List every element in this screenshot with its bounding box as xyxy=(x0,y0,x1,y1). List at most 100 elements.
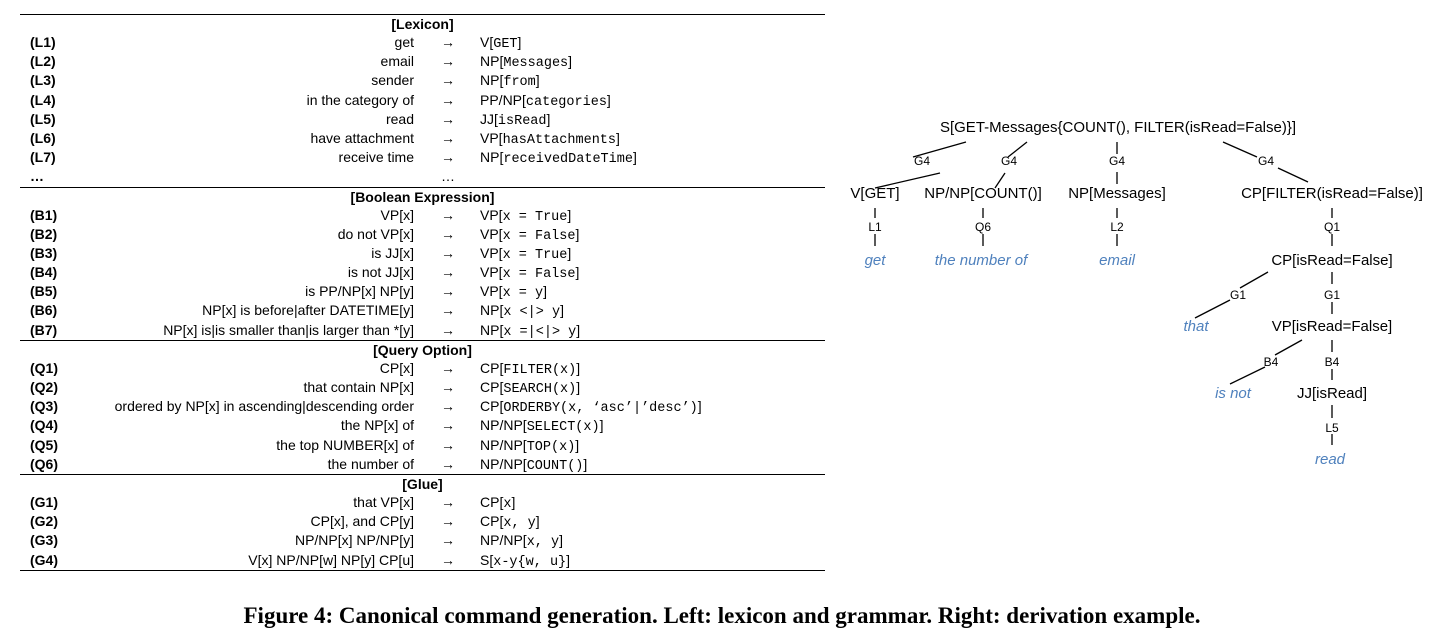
rule-id: (Q1) xyxy=(30,359,58,376)
grammar-row: (B1) VP[x] → VP[x = True] xyxy=(20,206,825,225)
node-np-messages: NP[Messages] xyxy=(1068,185,1166,202)
rule-lhs: receive time xyxy=(338,149,414,166)
rule-arrow: → xyxy=(441,436,455,453)
rule-lhs: do not VP[x] xyxy=(337,225,414,242)
rule-label-g4: G4 xyxy=(1001,154,1017,168)
section-title: [Glue] xyxy=(20,473,825,493)
rule-rhs: NP[receivedDateTime] xyxy=(480,149,637,168)
rule-lhs: NP/NP[x] NP/NP[y] xyxy=(294,532,414,549)
rule-lhs: VP[x] xyxy=(380,206,414,223)
rule-label-g4: G4 xyxy=(1258,154,1274,168)
rule-rhs: VP[x = False] xyxy=(480,225,580,244)
rule-arrow: → xyxy=(441,379,455,395)
rule-rhs: CP[SEARCH(x)] xyxy=(480,379,581,397)
grammar-row: (L5) read → JJ[isRead] xyxy=(20,110,825,129)
word-is-not: is not xyxy=(1215,385,1252,402)
grammar-row: (L3) sender → NP[from] xyxy=(20,71,825,90)
rule-rhs: JJ[isRead] xyxy=(480,110,551,129)
rule-id: (L7) xyxy=(30,149,56,166)
grammar-row: (Q5) the top NUMBER[x] of → NP/NP[TOP(x)] xyxy=(20,436,825,455)
rule-arrow: → xyxy=(441,417,455,434)
grammar-row: (B6) NP[x] is before|after DATETIME[y] → NP… xyxy=(20,301,825,320)
rule-rhs: CP[x] xyxy=(480,493,516,512)
rule-arrow: → xyxy=(441,72,455,89)
rule-lhs: sender xyxy=(371,72,414,89)
rule-arrow: → xyxy=(441,129,455,146)
grammar-row: (Q1) CP[x] → CP[FILTER(x)] xyxy=(20,359,825,378)
rule-arrow: → xyxy=(441,34,455,50)
rule-lhs: is PP/NP[x] NP[y] xyxy=(305,283,414,300)
node-npnp-count: NP/NP[COUNT()] xyxy=(924,185,1042,202)
rule-lhs: is not JJ[x] xyxy=(347,264,414,281)
word-get: get xyxy=(865,252,887,269)
section-title: [Lexicon] xyxy=(20,14,825,33)
rule-arrow: … xyxy=(441,168,455,185)
rule-arrow: → xyxy=(441,455,455,472)
rule-lhs: V[x] NP/NP[w] NP[y] CP[u] xyxy=(248,551,414,568)
table-bottom-rule xyxy=(20,569,825,571)
node-v-get: V[GET] xyxy=(850,185,899,202)
rule-id: (B4) xyxy=(30,264,58,281)
grammar-row: (Q2) that contain NP[x] → CP[SEARCH(x)] xyxy=(20,378,825,397)
rule-arrow: → xyxy=(441,321,455,338)
word-read: read xyxy=(1315,451,1346,468)
rule-rhs: V[GET] xyxy=(480,34,522,52)
rule-id: (Q5) xyxy=(30,436,58,453)
grammar-row: (B2) do not VP[x] → VP[x = False] xyxy=(20,225,825,244)
grammar-row: (G4) V[x] NP/NP[w] NP[y] CP[u] → S[x-y{w, u… xyxy=(20,551,825,570)
rule-rhs: VP[x = False] xyxy=(480,264,580,283)
rule-arrow: → xyxy=(441,244,455,261)
rule-lhs: NP[x] is|is smaller than|is larger than … xyxy=(163,321,414,338)
rule-lhs: the NP[x] of xyxy=(340,417,414,434)
tree-edges xyxy=(874,141,1333,445)
rule-label-g1: G1 xyxy=(1230,288,1246,302)
rule-rhs: NP[Messages] xyxy=(480,53,573,72)
rule-id: (Q2) xyxy=(30,379,58,395)
rule-rhs: CP[ORDERBY(x, ‘asc’|’desc’)] xyxy=(480,398,702,417)
node-cp-isread: CP[isRead=False] xyxy=(1271,252,1392,269)
rule-id: (G2) xyxy=(30,513,58,530)
rule-rhs: NP/NP[TOP(x)] xyxy=(480,436,580,455)
rule-id: (L3) xyxy=(30,72,56,89)
rule-lhs: have attachment xyxy=(310,129,414,146)
grammar-table: [Lexicon] (L1) get → V[GET] (L2) email → NP[Mess… xyxy=(20,14,825,571)
rule-arrow: → xyxy=(441,398,455,415)
rule-label-g1: G1 xyxy=(1324,288,1340,302)
rule-id: (B2) xyxy=(30,225,58,242)
rule-rhs: PP/NP[categories] xyxy=(480,91,611,110)
rule-lhs: email xyxy=(380,53,414,70)
rule-lhs: get xyxy=(394,34,414,50)
rule-rhs: NP/NP[SELECT(x)] xyxy=(480,417,604,436)
grammar-row: (L6) have attachment → VP[hasAttachments] xyxy=(20,129,825,148)
grammar-row: (Q4) the NP[x] of → NP/NP[SELECT(x)] xyxy=(20,416,825,435)
grammar-row: …… xyxy=(20,167,825,186)
rule-arrow: → xyxy=(441,91,455,108)
rule-lhs: NP[x] is before|after DATETIME[y] xyxy=(202,302,414,319)
rule-lhs: the top NUMBER[x] of xyxy=(276,436,414,453)
rule-id: (G3) xyxy=(30,532,58,549)
rule-id: (Q6) xyxy=(30,455,58,472)
rule-rhs: NP/NP[x, y] xyxy=(480,532,563,551)
rule-lhs: is JJ[x] xyxy=(371,244,414,261)
rule-lhs: in the category of xyxy=(306,91,414,108)
grammar-row: (B7) NP[x] is|is smaller than|is larger t… xyxy=(20,321,825,340)
grammar-row: (G1) that VP[x] → CP[x] xyxy=(20,493,825,512)
rule-arrow: → xyxy=(441,359,455,376)
rule-rhs: NP[x <|> y] xyxy=(480,302,564,321)
node-cp-filter: CP[FILTER(isRead=False)] xyxy=(1241,185,1423,202)
grammar-row: (G3) NP/NP[x] NP/NP[y] → NP/NP[x, y] xyxy=(20,531,825,550)
rule-id: (B6) xyxy=(30,302,58,319)
section-title: [Query Option] xyxy=(20,339,825,359)
rule-id: (L4) xyxy=(30,91,56,108)
rule-arrow: → xyxy=(441,283,455,300)
figure-caption: Figure 4: Canonical command generation. … xyxy=(243,603,1201,628)
rule-arrow: → xyxy=(441,53,455,70)
rule-rhs: VP[x = True] xyxy=(480,244,572,263)
rule-id: (L2) xyxy=(30,53,56,70)
rule-rhs: VP[x = y] xyxy=(480,283,547,302)
rule-rhs: CP[FILTER(x)] xyxy=(480,359,581,378)
grammar-row: (L7) receive time → NP[receivedDateTime] xyxy=(20,148,825,167)
rule-label-q1: Q1 xyxy=(1324,220,1340,234)
rule-arrow: → xyxy=(441,206,455,223)
grammar-row: (B4) is not JJ[x] → VP[x = False] xyxy=(20,263,825,282)
